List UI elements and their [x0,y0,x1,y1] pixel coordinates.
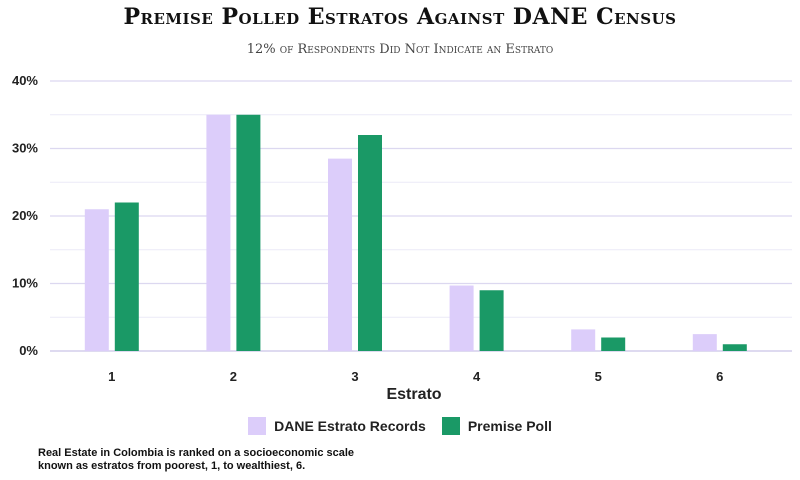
x-axis-title: Estrato [386,386,441,403]
chart-title: Premise Polled Estratos Against DANE Cen… [123,4,677,30]
x-tick-label: 6 [716,369,723,384]
y-tick-label: 0% [19,343,38,358]
bar-premise-estrato-3 [358,135,382,351]
chart-subtitle: 12% of Respondents Did Not Indicate an E… [246,42,554,57]
bar-premise-estrato-6 [722,344,747,351]
y-tick-label: 20% [12,208,38,223]
y-axis-ticks: 0% 10% 20% 30% 40% [12,73,38,358]
legend-swatch-dane [248,417,267,435]
legend: DANE Estrato Records Premise Poll [0,417,800,435]
y-tick-label: 30% [12,141,38,156]
legend-label-premise: Premise Poll [467,418,552,434]
legend-label-dane: DANE Estrato Records [274,418,426,434]
bar-dane-estrato-3 [328,158,352,351]
bar-premise-estrato-2 [236,114,261,351]
bar-chart: 0% 10% 20% 30% 40% 1 2 3 4 5 6 Estrato [12,73,792,403]
bar-dane-estrato-4 [449,285,474,351]
bar-dane-estrato-5 [571,329,596,351]
bar-premise-estrato-4 [479,290,504,351]
x-tick-label: 1 [108,369,115,384]
footnote: Real Estate in Colombia is ranked on a s… [38,447,355,472]
bar-dane-estrato-6 [692,334,717,351]
legend-item-dane: DANE Estrato Records [248,417,426,435]
x-axis-ticks: 1 2 3 4 5 6 [108,369,723,384]
y-tick-label: 40% [12,73,38,88]
x-tick-label: 4 [473,369,481,384]
bar-dane-estrato-1 [84,209,109,351]
x-tick-label: 2 [230,369,237,384]
y-tick-label: 10% [12,276,38,291]
grid-lines [50,80,792,352]
x-tick-label: 3 [351,369,358,384]
bars [84,114,747,351]
legend-swatch-premise [441,417,460,435]
bar-dane-estrato-2 [206,114,231,351]
bar-premise-estrato-5 [601,337,626,351]
x-tick-label: 5 [595,369,602,384]
bar-premise-estrato-1 [114,202,139,351]
legend-item-premise: Premise Poll [441,417,552,435]
